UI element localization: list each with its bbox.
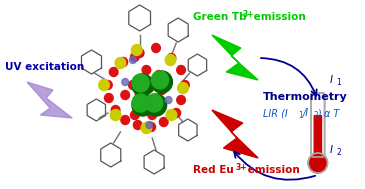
Text: I: I — [329, 75, 333, 85]
Circle shape — [121, 91, 130, 99]
FancyBboxPatch shape — [314, 115, 322, 155]
Circle shape — [157, 85, 166, 94]
Circle shape — [145, 84, 154, 92]
Text: 1: 1 — [336, 78, 341, 87]
Text: 3+: 3+ — [236, 163, 247, 172]
Text: 3+: 3+ — [243, 10, 254, 19]
Circle shape — [145, 94, 163, 112]
Text: Thermometry: Thermometry — [263, 92, 348, 102]
Circle shape — [135, 49, 144, 57]
Polygon shape — [27, 82, 72, 118]
Polygon shape — [212, 110, 258, 158]
Text: ) α T: ) α T — [318, 108, 340, 118]
Circle shape — [131, 111, 139, 119]
Circle shape — [142, 66, 151, 74]
Circle shape — [178, 83, 188, 94]
Circle shape — [150, 95, 158, 105]
Circle shape — [141, 122, 152, 133]
Circle shape — [138, 104, 147, 112]
Polygon shape — [212, 35, 258, 80]
Circle shape — [131, 53, 139, 61]
Circle shape — [145, 94, 167, 116]
Circle shape — [177, 95, 185, 105]
Circle shape — [155, 70, 163, 80]
Text: emission: emission — [244, 165, 299, 175]
Circle shape — [147, 122, 155, 132]
Circle shape — [166, 109, 177, 121]
Circle shape — [110, 67, 118, 77]
Circle shape — [110, 109, 121, 121]
Circle shape — [151, 71, 169, 89]
Text: /I: /I — [303, 108, 308, 118]
Text: UV excitation: UV excitation — [5, 62, 84, 72]
Circle shape — [135, 91, 144, 99]
Circle shape — [165, 97, 172, 104]
Circle shape — [133, 121, 142, 129]
Circle shape — [122, 78, 128, 85]
Circle shape — [165, 54, 176, 66]
Circle shape — [121, 115, 130, 125]
Circle shape — [146, 122, 153, 129]
Text: I: I — [329, 145, 333, 155]
Circle shape — [177, 66, 185, 74]
Circle shape — [130, 57, 136, 64]
Text: Red Eu: Red Eu — [193, 165, 233, 175]
Circle shape — [132, 74, 149, 92]
Circle shape — [104, 94, 113, 102]
Circle shape — [128, 81, 137, 90]
Text: 2: 2 — [314, 111, 319, 120]
Circle shape — [111, 105, 120, 115]
Circle shape — [99, 80, 110, 91]
Circle shape — [115, 57, 126, 68]
FancyBboxPatch shape — [311, 93, 324, 157]
Text: 1: 1 — [299, 111, 303, 120]
Circle shape — [152, 43, 160, 53]
Text: emission: emission — [250, 12, 306, 22]
Circle shape — [132, 94, 153, 116]
Circle shape — [131, 44, 142, 56]
Circle shape — [167, 53, 176, 63]
Circle shape — [160, 118, 168, 126]
Text: LIR (I: LIR (I — [263, 108, 288, 118]
Circle shape — [132, 74, 153, 96]
Circle shape — [308, 153, 327, 173]
Circle shape — [172, 108, 181, 118]
Text: 2: 2 — [336, 148, 341, 157]
Circle shape — [119, 57, 128, 67]
Circle shape — [104, 81, 112, 90]
Circle shape — [181, 81, 189, 90]
Text: Green Tb: Green Tb — [193, 12, 246, 22]
Circle shape — [148, 111, 157, 119]
Circle shape — [151, 71, 172, 93]
Circle shape — [132, 94, 149, 112]
